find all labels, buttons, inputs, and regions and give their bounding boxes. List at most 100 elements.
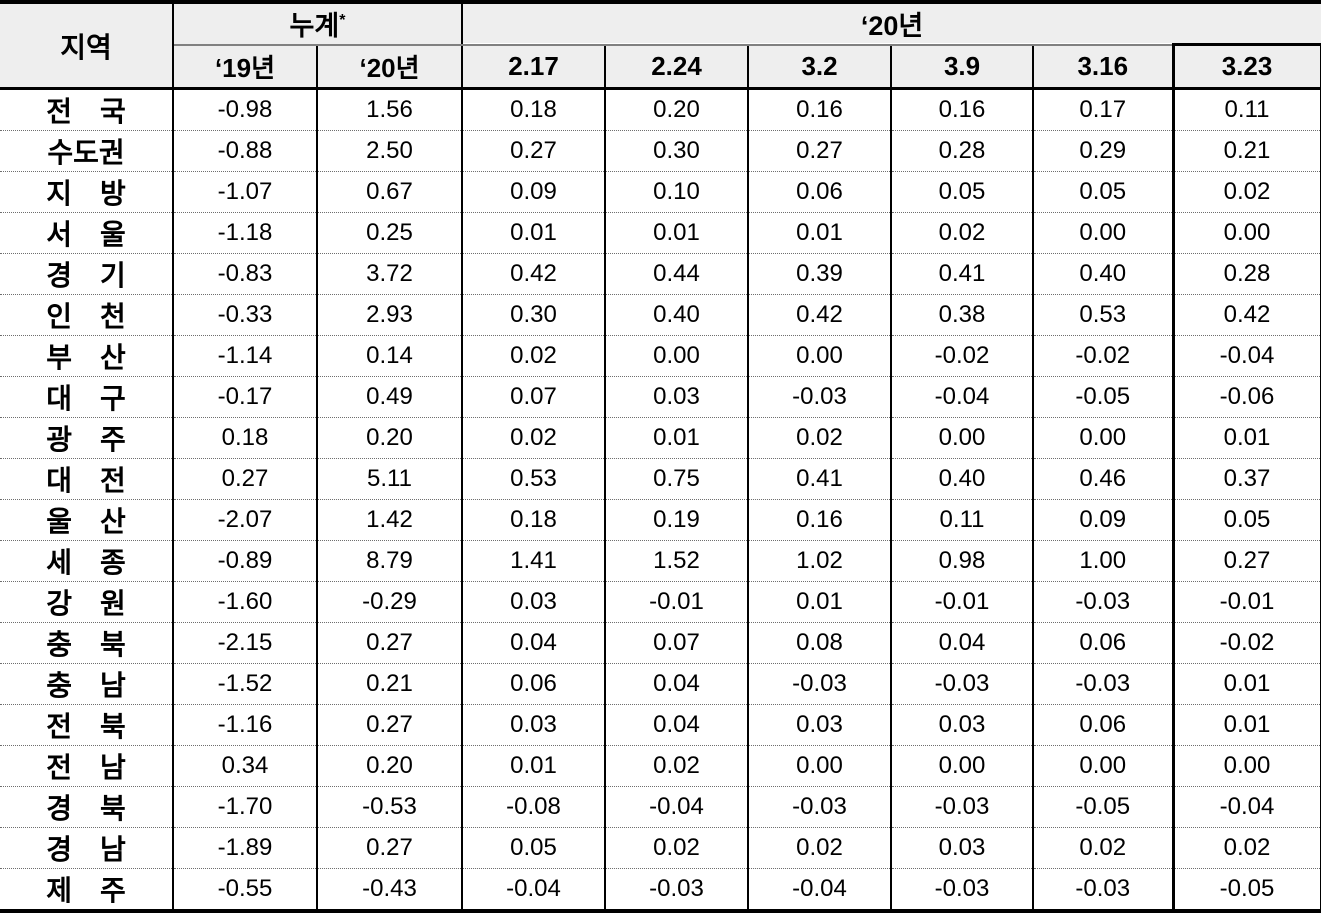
value-cell: 0.02 [604, 745, 749, 787]
header-group-cumulative: 누계* [173, 2, 464, 46]
table-row: 강 원 -1.60 -0.29 0.03 -0.01 0.01 -0.01 -0.03 -0.0… [0, 581, 1321, 623]
value-cell: 0.29 [1032, 130, 1174, 172]
table-row: 전 국 -0.98 1.56 0.18 0.20 0.16 0.16 0.17 0.11 [0, 88, 1321, 131]
value-cell: -0.33 [172, 294, 317, 336]
region-cell: 대 전 [0, 458, 174, 500]
value-cell: 2.50 [315, 130, 463, 172]
value-cell: 0.27 [315, 622, 463, 664]
value-cell: -0.03 [890, 868, 1034, 911]
value-cell: 0.01 [604, 417, 749, 459]
value-cell: 0.37 [1171, 458, 1321, 500]
value-cell: 0.01 [1171, 663, 1321, 705]
table-row: 대 구 -0.17 0.49 0.07 0.03 -0.03 -0.04 -0.05 -0.06 [0, 376, 1321, 418]
value-cell: 0.30 [461, 294, 606, 336]
value-cell: 0.01 [461, 212, 606, 254]
value-cell: 2.93 [315, 294, 463, 336]
header-row-groups: 지역 누계* ‘20년 [0, 2, 1321, 90]
header-row-subcolumns: ‘19년 ‘20년 2.17 2.24 3.2 3.9 3.16 3.23 [0, 43, 1321, 90]
value-cell: -0.04 [890, 376, 1034, 418]
value-cell: 0.00 [1171, 745, 1321, 787]
value-cell: 0.00 [604, 335, 749, 377]
value-cell: 0.02 [890, 212, 1034, 254]
value-cell: 0.01 [461, 745, 606, 787]
value-cell: 0.01 [1171, 704, 1321, 746]
value-cell: -1.07 [172, 171, 317, 213]
value-cell: 3.72 [315, 253, 463, 295]
value-cell: -0.06 [1171, 376, 1321, 418]
value-cell: -0.03 [1032, 663, 1174, 705]
region-cell: 제 주 [0, 868, 174, 911]
value-cell: 0.04 [604, 663, 749, 705]
value-cell: 0.40 [1032, 253, 1174, 295]
table-row: 전 남 0.34 0.20 0.01 0.02 0.00 0.00 0.00 0.00 [0, 745, 1321, 787]
value-cell: -1.18 [172, 212, 317, 254]
table-row: 전 북 -1.16 0.27 0.03 0.04 0.03 0.03 0.06 0.01 [0, 704, 1321, 746]
value-cell: -0.04 [461, 868, 606, 911]
value-cell: -1.60 [172, 581, 317, 623]
table-row: 경 남 -1.89 0.27 0.05 0.02 0.02 0.03 0.02 0.02 [0, 827, 1321, 869]
table-row: 인 천 -0.33 2.93 0.30 0.40 0.42 0.38 0.53 0.42 [0, 294, 1321, 336]
value-cell: 0.03 [604, 376, 749, 418]
value-cell: 0.27 [172, 458, 317, 500]
value-cell: 0.28 [890, 130, 1034, 172]
header-subcolumn: 3.2 [747, 44, 892, 90]
value-cell: 0.42 [747, 294, 892, 336]
value-cell: -0.08 [461, 786, 606, 828]
value-cell: 0.00 [890, 417, 1034, 459]
value-cell: -0.02 [1032, 335, 1174, 377]
value-cell: 0.02 [1171, 827, 1321, 869]
value-cell: -2.07 [172, 499, 317, 541]
value-cell: 0.05 [1032, 171, 1174, 213]
value-cell: 0.09 [461, 171, 606, 213]
value-cell: 0.41 [890, 253, 1034, 295]
table-row: 경 기 -0.83 3.72 0.42 0.44 0.39 0.41 0.40 0.28 [0, 253, 1321, 295]
value-cell: -0.03 [1032, 581, 1174, 623]
value-cell: 0.40 [890, 458, 1034, 500]
value-cell: 0.19 [604, 499, 749, 541]
value-cell: 1.02 [747, 540, 892, 582]
value-cell: 0.11 [890, 499, 1034, 541]
value-cell: 0.02 [461, 335, 606, 377]
region-cell: 수도권 [0, 130, 174, 172]
value-cell: -0.03 [1032, 868, 1174, 911]
value-cell: 0.16 [747, 88, 892, 131]
value-cell: 0.41 [747, 458, 892, 500]
value-cell: 0.38 [890, 294, 1034, 336]
value-cell: 0.05 [1171, 499, 1321, 541]
value-cell: -0.05 [1032, 786, 1174, 828]
value-cell: -1.89 [172, 827, 317, 869]
value-cell: -0.88 [172, 130, 317, 172]
value-cell: 0.40 [604, 294, 749, 336]
value-cell: 0.27 [747, 130, 892, 172]
value-cell: 0.30 [604, 130, 749, 172]
region-cell: 세 종 [0, 540, 174, 582]
value-cell: 0.25 [315, 212, 463, 254]
value-cell: 0.18 [461, 88, 606, 131]
value-cell: -2.15 [172, 622, 317, 664]
table-row: 경 북 -1.70 -0.53 -0.08 -0.04 -0.03 -0.03 -0.05 -0… [0, 786, 1321, 828]
region-cell: 강 원 [0, 581, 174, 623]
header-subcolumn: 3.16 [1032, 44, 1174, 90]
value-cell: 0.01 [747, 212, 892, 254]
value-cell: 0.46 [1032, 458, 1174, 500]
value-cell: -1.14 [172, 335, 317, 377]
value-cell: -0.05 [1171, 868, 1321, 911]
value-cell: 0.03 [461, 581, 606, 623]
value-cell: 0.00 [1032, 745, 1174, 787]
cumulative-footnote-marker: * [339, 12, 346, 30]
value-cell: -0.03 [747, 376, 892, 418]
value-cell: 0.39 [747, 253, 892, 295]
value-cell: 0.00 [1032, 417, 1174, 459]
value-cell: 0.20 [604, 88, 749, 131]
value-cell: -0.43 [315, 868, 463, 911]
value-cell: 0.67 [315, 171, 463, 213]
value-cell: 0.00 [747, 745, 892, 787]
value-cell: -0.03 [604, 868, 749, 911]
value-cell: 1.42 [315, 499, 463, 541]
header-subcolumn: 3.23 [1171, 43, 1321, 90]
value-cell: 0.02 [1032, 827, 1174, 869]
value-cell: 0.27 [315, 704, 463, 746]
value-cell: -0.01 [890, 581, 1034, 623]
region-cell: 지 방 [0, 171, 174, 213]
